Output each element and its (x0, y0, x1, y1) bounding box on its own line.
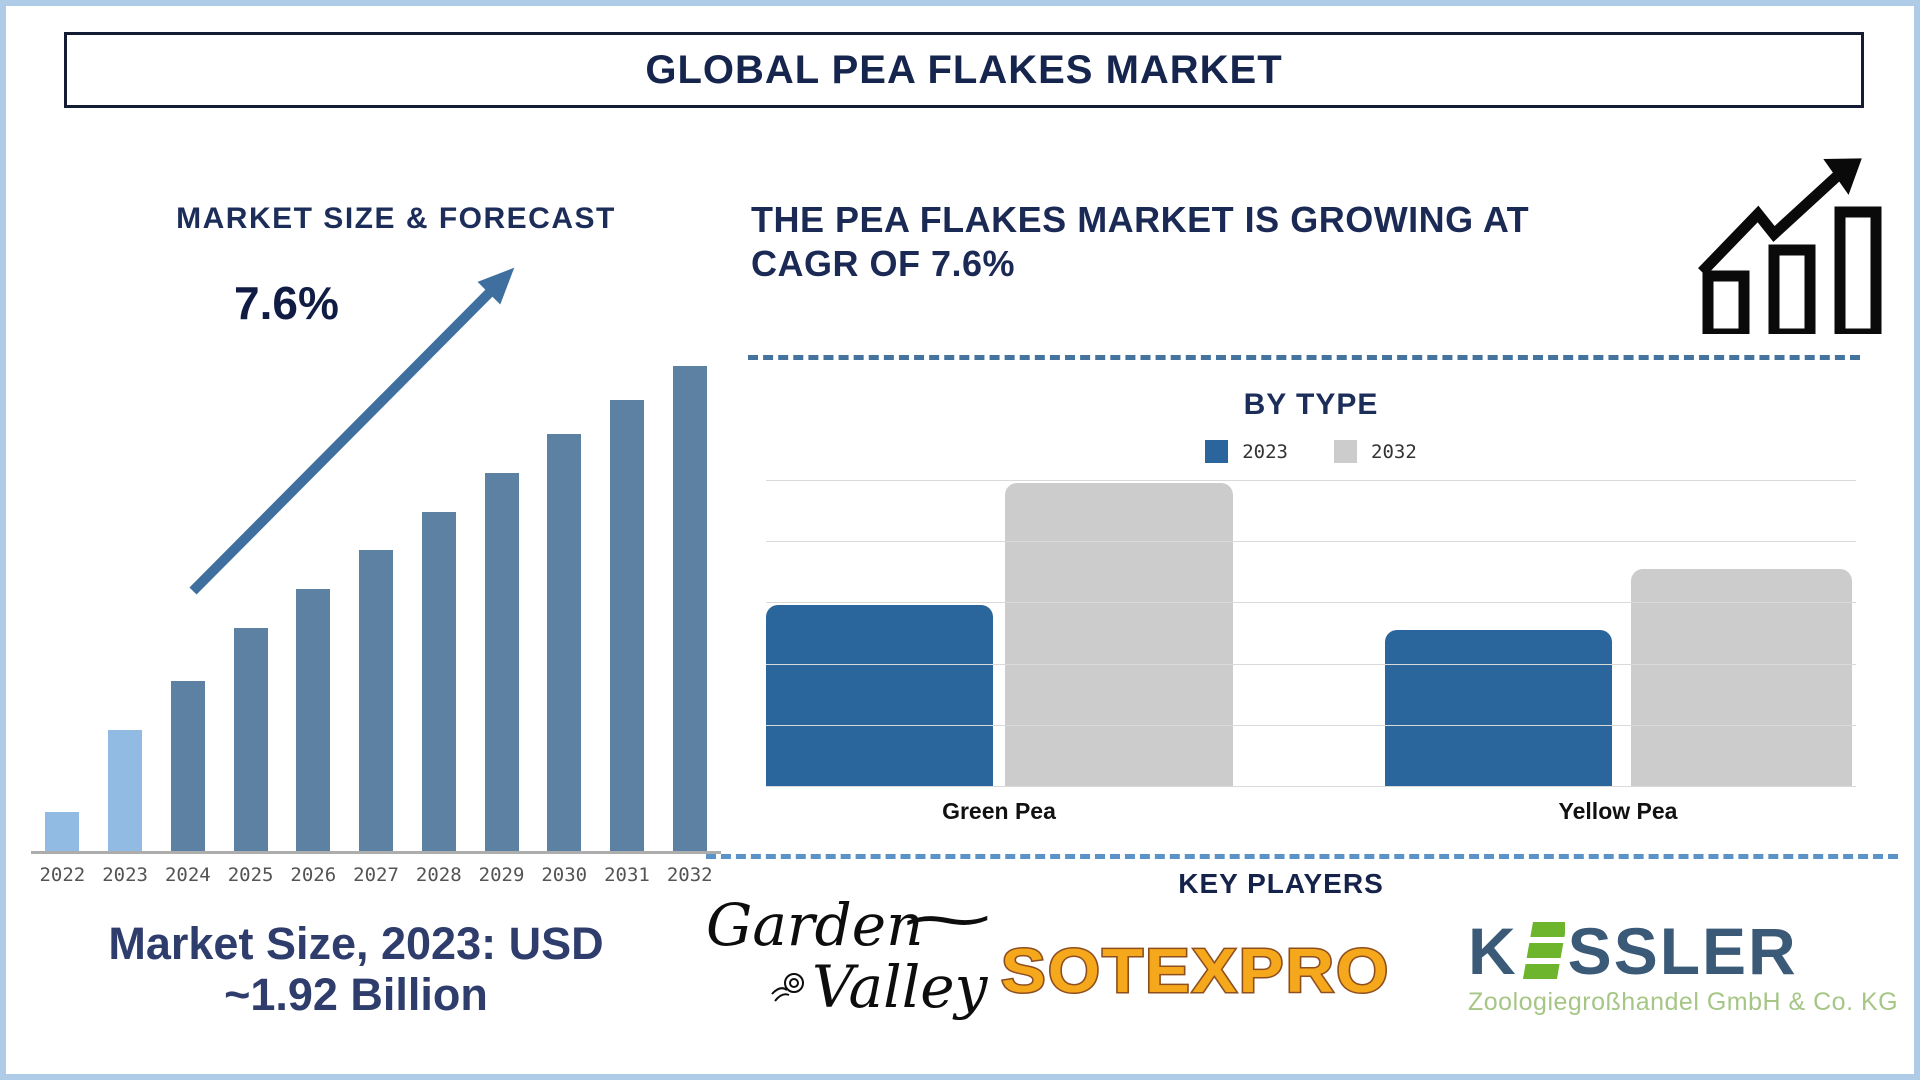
bar-slot-2024 (156, 366, 219, 851)
gridline (766, 786, 1856, 787)
bar-slot-2023 (94, 366, 157, 851)
growth-arrow (189, 267, 515, 595)
valley-text: Valley (812, 953, 988, 1021)
legend-item-2023: 2023 (1205, 440, 1288, 463)
by-type-title: BY TYPE (1243, 388, 1379, 421)
bar-2029 (484, 472, 519, 851)
dashed-divider-top (748, 355, 1860, 360)
garden-valley-line2: Valley (768, 958, 1006, 1016)
kessler-subtitle: Zoologiegroßhandel GmbH & Co. KG (1468, 988, 1899, 1016)
bar-yellow-pea-2023 (1385, 629, 1612, 786)
by-type-plot-area (766, 480, 1856, 787)
bar-2028 (421, 511, 456, 851)
year-label-2032: 2032 (666, 864, 713, 886)
swash-decoration: ~ (894, 885, 1002, 953)
category-label-yellow-pea: Yellow Pea (1558, 798, 1678, 824)
market-size-line1: Market Size, 2023: USD (108, 918, 604, 969)
growth-chart-icon (1698, 158, 1882, 334)
market-size-bar-chart (31, 366, 721, 854)
bar-slot-2030 (533, 366, 596, 851)
year-label-2022: 2022 (39, 864, 86, 886)
year-label-2027: 2027 (353, 864, 399, 886)
market-size-line2: ~1.92 Billion (224, 969, 488, 1021)
bar-2032 (672, 366, 707, 851)
garden-text: Garden (706, 891, 924, 959)
gridline (766, 663, 1856, 665)
year-label-2025: 2025 (227, 864, 274, 886)
category-label-green-pea: Green Pea (942, 798, 1056, 824)
year-label-2031: 2031 (604, 864, 650, 886)
dashed-divider-bottom (706, 854, 1898, 859)
year-label-2023: 2023 (102, 864, 148, 886)
logo-garden-valley: Garden~ Valley (706, 890, 1006, 1041)
legend-swatch-2032 (1334, 440, 1357, 463)
garden-valley-line1: Garden~ (706, 890, 1006, 954)
bar-2027 (359, 550, 394, 851)
year-label-2024: 2024 (164, 864, 211, 886)
legend-swatch-2023 (1205, 440, 1229, 463)
bar-green-pea-2032 (1005, 483, 1233, 786)
bar-2022 (45, 812, 80, 851)
year-label-2026: 2026 (290, 864, 337, 886)
gridline (766, 602, 1856, 604)
bar-slot-2028 (407, 366, 470, 851)
bar-2025 (233, 627, 268, 851)
bar-green-pea-2023 (766, 605, 993, 786)
year-label-2028: 2028 (415, 864, 462, 886)
gridline (766, 724, 1856, 726)
gridline (766, 541, 1856, 543)
cagr-annotation: 7.6% (234, 277, 339, 329)
cagr-headline: THE PEA FLAKES MARKET IS GROWING AT CAGR… (751, 198, 1701, 286)
kessler-k: K (1468, 914, 1518, 988)
cagr-headline-line2: CAGR OF 7.6% (751, 242, 1016, 284)
logo-sotexpro: SOTEXPRO (999, 936, 1391, 1008)
cagr-headline-line1: THE PEA FLAKES MARKET IS GROWING AT (751, 199, 1530, 240)
title-box: GLOBAL PEA FLAKES MARKET (64, 32, 1864, 108)
bar-2031 (609, 399, 644, 851)
legend-label-2032: 2032 (1371, 440, 1417, 463)
year-label-2029: 2029 (478, 864, 525, 886)
bar-slot-2032 (658, 366, 721, 851)
legend-label-2023: 2023 (1242, 440, 1288, 463)
market-size-callout: Market Size, 2023: USD ~1.92 Billion (26, 918, 686, 1021)
bar-slot-2029 (470, 366, 533, 851)
bar-yellow-pea-2032 (1631, 568, 1852, 786)
bar-slot-2022 (31, 366, 94, 851)
bar-2026 (296, 589, 331, 851)
kessler-ssler: SSLER (1567, 914, 1798, 988)
key-players-title: KEY PLAYERS (1178, 868, 1384, 899)
page-title: GLOBAL PEA FLAKES MARKET (645, 47, 1283, 92)
by-type-legend: 2023 2032 (766, 440, 1856, 463)
bar-2023 (108, 729, 143, 851)
year-axis-labels: 2022 2023 2024 2025 2026 2027 2028 2029 2030 2031… (31, 864, 721, 886)
logo-kessler: K SSLER Zoologiegroßhandel GmbH & Co. KG (1468, 918, 1908, 1017)
bar-slot-2031 (596, 366, 659, 851)
bar-slot-2026 (282, 366, 345, 851)
bar-slot-2027 (345, 366, 408, 851)
market-size-forecast-heading: MARKET SIZE & FORECAST (176, 202, 616, 235)
rose-icon (771, 973, 804, 1002)
gridline (766, 480, 1856, 481)
year-label-2030: 2030 (541, 864, 588, 886)
bar-group (31, 366, 721, 851)
bar-slot-2025 (219, 366, 282, 851)
bar-2030 (547, 433, 582, 851)
kessler-green-e-icon (1522, 922, 1565, 979)
legend-item-2032: 2032 (1334, 440, 1417, 463)
bar-2024 (170, 681, 205, 851)
kessler-wordmark: K SSLER (1468, 918, 1908, 984)
